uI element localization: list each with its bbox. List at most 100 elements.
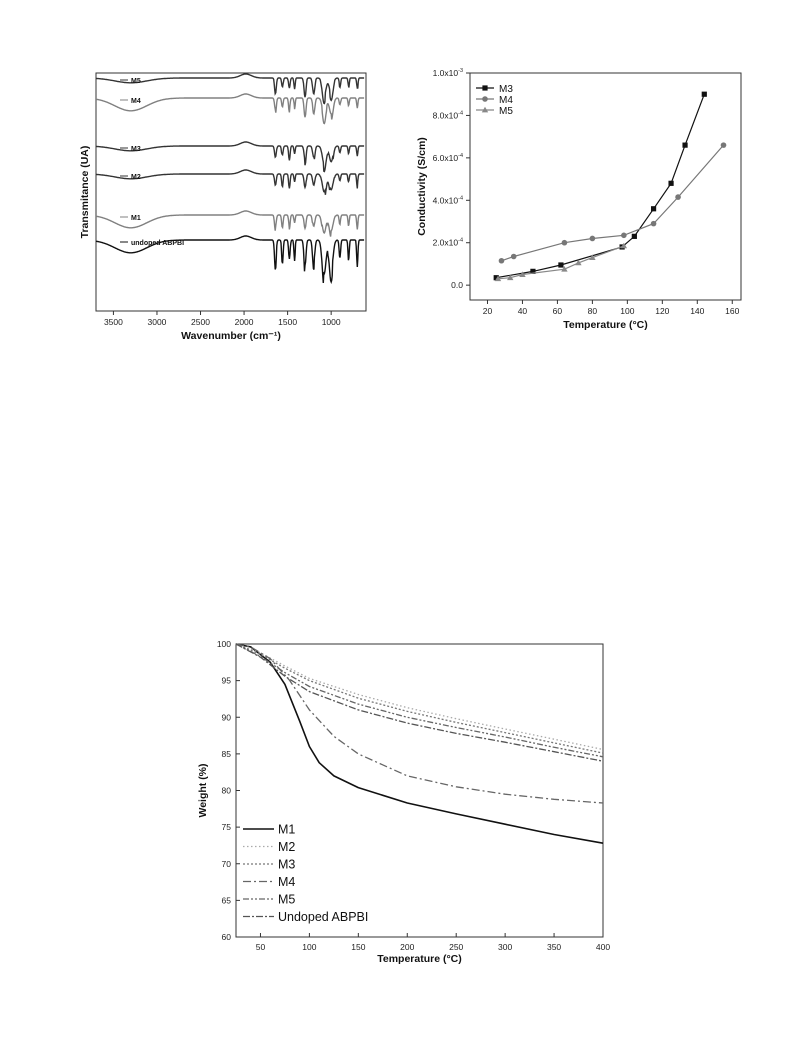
conductivity-x-tick-label: 60: [553, 306, 563, 316]
tga-y-tick-label: 95: [222, 676, 232, 686]
ftir-series-line: [96, 141, 365, 173]
conductivity-marker-triangle: [589, 254, 596, 260]
conductivity-marker-circle: [720, 142, 727, 148]
conductivity-marker-circle: [482, 96, 488, 102]
tga-series-line: [235, 643, 604, 758]
conductivity-x-tick-label: 80: [588, 306, 598, 316]
ftir-x-axis-label: Wavenumber (cm⁻¹): [181, 330, 281, 342]
conductivity-plot-frame: [469, 72, 742, 301]
tga-legend-label: M2: [278, 840, 295, 854]
tga-y-tick-label: 100: [217, 639, 231, 649]
conductivity-marker-triangle: [507, 274, 514, 281]
conductivity-marker-triangle: [519, 271, 526, 277]
conductivity-x-tick-label: 20: [483, 306, 493, 316]
tga-y-tick-label: 75: [222, 822, 232, 832]
ftir-series-label: M3: [131, 146, 141, 153]
conductivity-marker-triangle: [481, 106, 489, 113]
ftir-series-line: [95, 93, 365, 125]
conductivity-x-tick-label: 40: [518, 306, 528, 316]
conductivity-marker-circle: [675, 194, 681, 200]
tga-x-tick-label: 50: [256, 942, 266, 952]
tga-x-axis-label: Temperature (°C): [377, 953, 462, 965]
conductivity-marker-square: [701, 91, 707, 97]
tga-legend-label: M3: [278, 858, 295, 872]
conductivity-marker-circle: [561, 239, 568, 246]
tga-series-line: [235, 643, 604, 804]
tga-legend-label: Undoped ABPBI: [278, 910, 368, 924]
tga-y-tick-label: 80: [222, 786, 232, 796]
conductivity-y-tick-label: 2.0x10-4: [433, 238, 463, 248]
tga-series-line: [235, 643, 604, 762]
tga-x-tick-label: 200: [400, 942, 414, 952]
tga-x-tick-label: 150: [351, 942, 365, 952]
conductivity-legend-label: M4: [499, 95, 513, 106]
conductivity-x-tick-label: 140: [690, 306, 704, 316]
tga-x-tick-label: 300: [498, 942, 512, 952]
conductivity-marker-circle: [498, 257, 505, 264]
ftir-x-tick-label: 2500: [191, 317, 210, 327]
ftir-x-tick-label: 1500: [278, 317, 297, 327]
ftir-series-line: [95, 210, 365, 237]
tga-series-line: [235, 643, 604, 751]
tga-y-axis-label: Weight (%): [197, 763, 209, 817]
ftir-series-line: [96, 73, 365, 105]
conductivity-marker-square: [682, 142, 688, 148]
conductivity-x-tick-label: 160: [725, 306, 739, 316]
ftir-series-label: M2: [131, 174, 141, 181]
ftir-x-tick-label: 2000: [235, 317, 254, 327]
ftir-x-tick-label: 3500: [104, 317, 123, 327]
conductivity-marker-circle: [650, 220, 657, 227]
conductivity-y-tick-label: 6.0x10-4: [433, 153, 463, 163]
tga-y-tick-label: 90: [222, 712, 232, 722]
conductivity-marker-circle: [589, 235, 596, 242]
conductivity-marker-square: [493, 275, 499, 281]
tga-x-tick-label: 100: [302, 942, 316, 952]
tga-legend-label: M1: [278, 823, 295, 837]
conductivity-marker-circle: [621, 232, 627, 239]
conductivity-marker-square: [530, 268, 536, 274]
tga-y-tick-label: 70: [222, 859, 232, 869]
tga-series-line: [235, 643, 604, 844]
ftir-x-tick-label: 3000: [148, 317, 167, 327]
ftir-series-line: [96, 169, 365, 195]
tga-legend-label: M5: [278, 893, 295, 907]
ftir-series-label: M4: [131, 98, 141, 105]
conductivity-marker-triangle: [494, 275, 502, 282]
conductivity-marker-square: [650, 206, 657, 212]
conductivity-marker-circle: [510, 253, 517, 260]
conductivity-legend-label: M5: [499, 106, 513, 117]
ftir-x-tick-label: 1000: [322, 317, 341, 327]
tga-series-line: [235, 643, 604, 754]
ftir-series-label: M1: [131, 215, 141, 222]
conductivity-series-line: [501, 144, 724, 262]
conductivity-marker-square: [558, 262, 564, 268]
ftir-series-line: [95, 235, 365, 285]
tga-y-tick-label: 85: [222, 749, 232, 759]
conductivity-legend-label: M3: [499, 84, 513, 95]
conductivity-marker-square: [668, 180, 674, 186]
conductivity-y-tick-label: 1.0x10-3: [433, 68, 463, 78]
conductivity-marker-triangle: [620, 242, 628, 249]
conductivity-y-tick-label: 4.0x10-4: [433, 195, 463, 205]
ftir-y-axis-label: Transmitance (UA): [79, 146, 91, 239]
conductivity-y-axis-label: Conductivity (S/cm): [416, 137, 428, 236]
ftir-series-label: M5: [131, 78, 141, 85]
conductivity-y-tick-label: 0.0: [451, 280, 463, 290]
conductivity-x-axis-label: Temperature (°C): [563, 319, 648, 331]
tga-x-tick-label: 400: [596, 942, 610, 952]
conductivity-marker-triangle: [561, 266, 568, 272]
tga-x-tick-label: 350: [547, 942, 561, 952]
ftir-series-label: undoped ABPBI: [131, 240, 184, 247]
tga-x-tick-label: 250: [449, 942, 463, 952]
tga-y-tick-label: 65: [222, 895, 232, 905]
conductivity-marker-square: [631, 233, 637, 239]
conductivity-marker-triangle: [575, 259, 582, 266]
tga-legend-label: M4: [278, 875, 295, 889]
ftir-plot-frame: [95, 72, 367, 312]
conductivity-marker-square: [482, 85, 488, 91]
tga-y-tick-label: 60: [222, 932, 232, 942]
conductivity-x-tick-label: 100: [620, 306, 634, 316]
